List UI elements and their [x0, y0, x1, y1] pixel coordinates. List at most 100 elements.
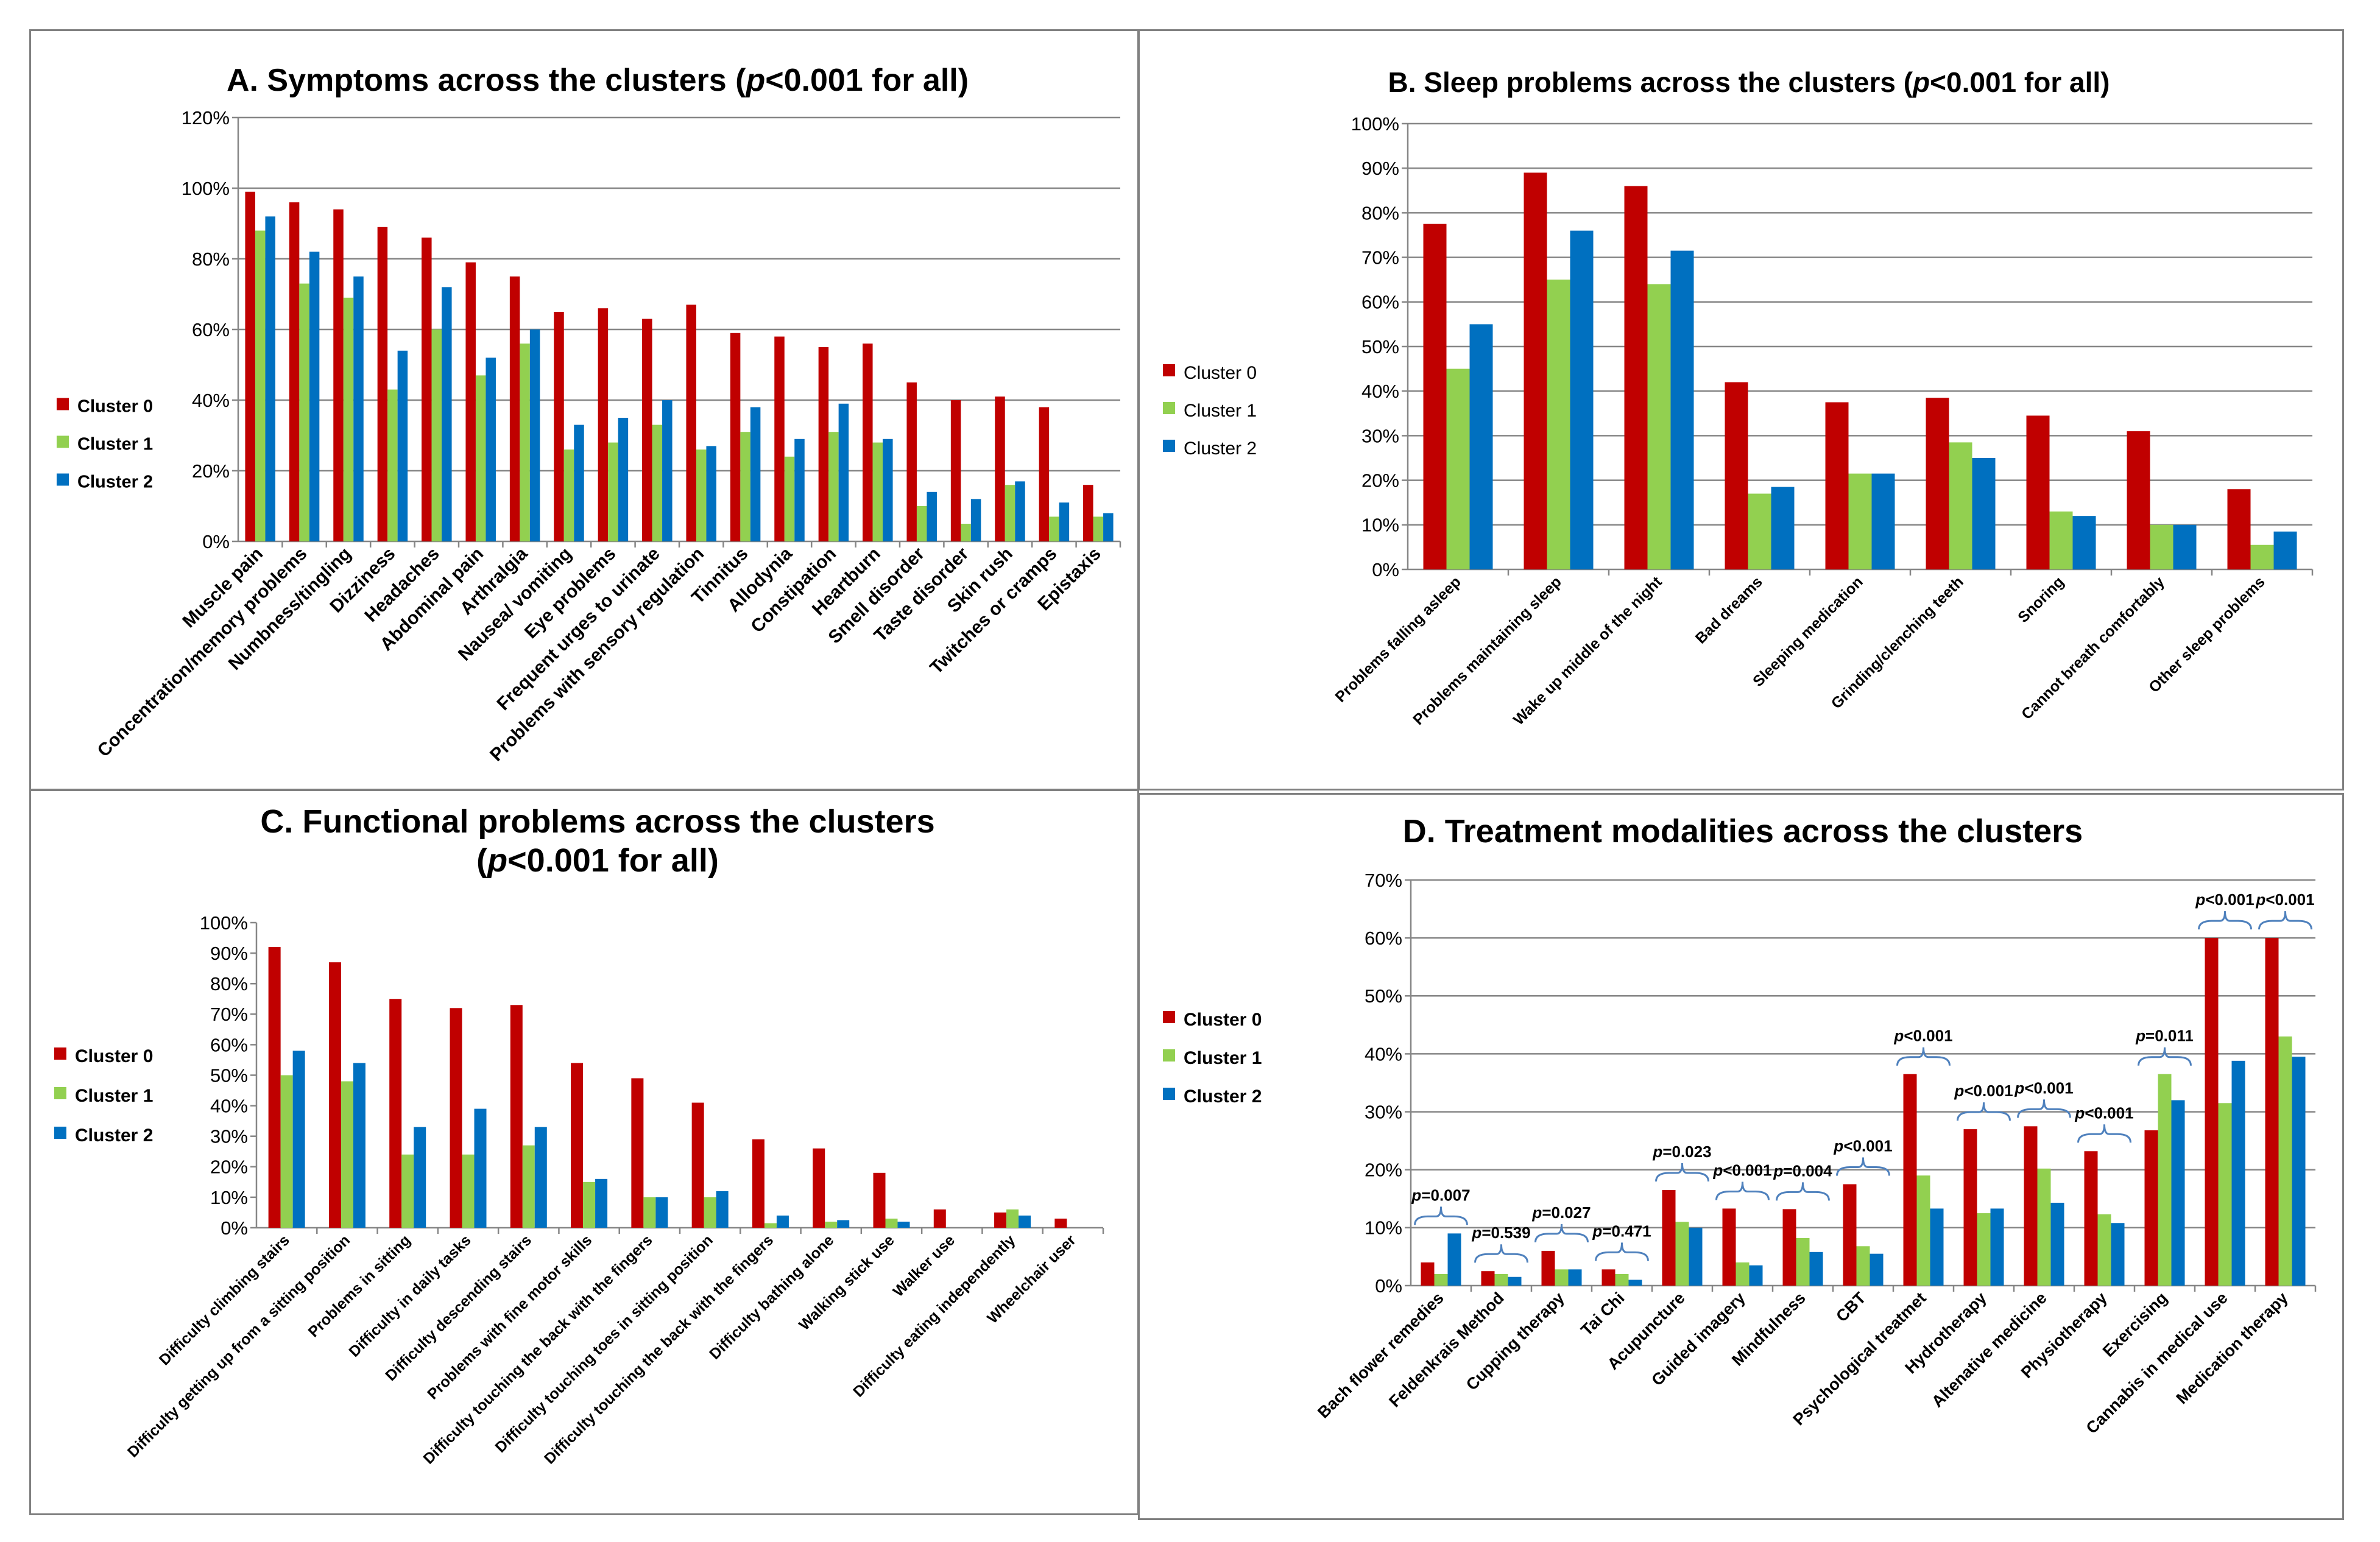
bar-cluster-0 — [863, 343, 873, 541]
bar-cluster-1 — [1848, 473, 1872, 569]
bar-cluster-1 — [740, 432, 750, 541]
title-part: ( — [476, 842, 487, 879]
bar-cluster-1 — [1615, 1273, 1629, 1286]
annotation-brace — [1534, 1223, 1589, 1243]
bar-cluster-2 — [655, 1197, 668, 1228]
legend-label: Cluster 1 — [1184, 401, 1257, 421]
bar-cluster-1 — [961, 524, 971, 541]
bar-cluster-1 — [1736, 1262, 1750, 1286]
x-category-label: Concentration/memory problems — [94, 544, 311, 761]
bar-cluster-1 — [825, 1221, 838, 1228]
bar-cluster-2 — [883, 438, 893, 541]
annotation-pvalue: p<0.001 — [1954, 1082, 2013, 1100]
annotation-p: p — [1893, 1027, 1904, 1045]
annotation-value: <0.001 — [1904, 1027, 1952, 1045]
annotation-pvalue: p=0.027 — [1531, 1203, 1591, 1222]
bar-cluster-2 — [353, 1063, 365, 1228]
y-tick-label: 50% — [1361, 336, 1399, 357]
annotation-value: =0.004 — [1783, 1161, 1832, 1180]
bar-cluster-0 — [691, 1102, 704, 1228]
chart-title: C. Functional problems across the cluste… — [260, 803, 934, 840]
legend-label: Cluster 0 — [75, 1046, 153, 1066]
y-tick-label: 30% — [210, 1126, 248, 1147]
x-category-label: CBT — [1832, 1289, 1870, 1326]
bar-cluster-2 — [1689, 1227, 1703, 1286]
bar-cluster-0 — [642, 319, 652, 541]
bar-cluster-0 — [2227, 489, 2251, 569]
chart-title-line2: (p<0.001 for all) — [476, 842, 719, 879]
annotation-value: <0.001 — [1964, 1082, 2013, 1100]
bar-cluster-0 — [1624, 186, 1648, 569]
bar-cluster-1 — [387, 389, 398, 541]
bar-cluster-0 — [1054, 1218, 1067, 1228]
annotation-p: p — [2135, 1027, 2145, 1045]
y-tick-label: 0% — [202, 531, 230, 552]
bar-cluster-2 — [292, 1051, 305, 1228]
y-tick-label: 100% — [1351, 113, 1399, 135]
title-part-italic: p — [744, 63, 765, 98]
bar-cluster-1 — [280, 1075, 293, 1228]
bar-cluster-0 — [1423, 224, 1447, 569]
bar-cluster-1 — [341, 1081, 353, 1228]
y-tick-label: 90% — [1361, 158, 1399, 179]
bar-cluster-2 — [1870, 1253, 1884, 1286]
legend-swatch — [54, 1127, 66, 1139]
bar-cluster-1 — [608, 442, 618, 541]
bar-cluster-0 — [995, 396, 1005, 541]
legend-swatch — [57, 435, 69, 448]
bar-cluster-1 — [916, 506, 927, 541]
bar-cluster-1 — [2278, 1036, 2292, 1286]
bar-cluster-2 — [662, 400, 673, 541]
bar-cluster-2 — [1570, 230, 1594, 569]
bar-cluster-1 — [1916, 1175, 1930, 1286]
bar-cluster-0 — [1843, 1184, 1857, 1286]
bar-cluster-0 — [950, 400, 961, 541]
annotation-value: =0.539 — [1481, 1223, 1530, 1242]
bar-cluster-1 — [343, 297, 354, 541]
bar-cluster-0 — [509, 276, 520, 541]
legend-label: Cluster 0 — [1184, 363, 1257, 383]
bar-cluster-1 — [2049, 511, 2073, 569]
bar-cluster-0 — [774, 336, 785, 541]
annotation-brace — [2198, 911, 2252, 930]
bar-cluster-2 — [1628, 1280, 1642, 1286]
bar-cluster-0 — [686, 305, 696, 541]
bar-cluster-0 — [906, 382, 917, 541]
annotation-pvalue: p<0.001 — [1893, 1027, 1952, 1045]
annotation-pvalue: p=0.007 — [1411, 1186, 1470, 1204]
chart-b-svg: B. Sleep problems across the clusters (p… — [1163, 66, 2314, 728]
bar-cluster-1 — [299, 283, 309, 541]
annotation-p: p — [1411, 1186, 1421, 1204]
bar-cluster-2 — [897, 1221, 910, 1228]
bar-cluster-2 — [2292, 1057, 2306, 1286]
legend-label: Cluster 0 — [1184, 1010, 1262, 1030]
y-tick-label: 70% — [210, 1004, 248, 1025]
annotation-pvalue: p=0.011 — [2135, 1027, 2194, 1045]
y-tick-label: 10% — [210, 1187, 248, 1208]
annotation-pvalue: p<0.001 — [2255, 890, 2314, 909]
annotation-p: p — [1833, 1137, 1843, 1155]
y-tick-label: 30% — [1361, 425, 1399, 446]
bar-cluster-0 — [422, 238, 432, 541]
bar-cluster-0 — [818, 347, 829, 541]
x-category-label: Snoring — [2015, 573, 2067, 626]
bar-cluster-1 — [1005, 485, 1015, 541]
annotation-pvalue: p=0.539 — [1471, 1223, 1530, 1242]
x-category-label: Altenative medicine — [1928, 1289, 2050, 1411]
annotation-p: p — [1773, 1161, 1783, 1180]
x-category-label: Feldenkrais Method — [1385, 1289, 1507, 1410]
bar-cluster-1 — [462, 1154, 475, 1228]
annotation-value: =0.471 — [1602, 1222, 1651, 1240]
annotation-p: p — [2255, 890, 2265, 909]
legend-label: Cluster 2 — [1184, 438, 1257, 459]
bar-cluster-1 — [784, 456, 795, 541]
legend-label: Cluster 0 — [77, 397, 153, 417]
chart-panel-c: C. Functional problems across the cluste… — [29, 789, 1139, 1515]
chart-panel-a: A. Symptoms across the clusters (p<0.001… — [29, 29, 1139, 790]
bar-cluster-2 — [1508, 1276, 1522, 1286]
bar-cluster-1 — [828, 432, 839, 541]
annotation-brace — [2138, 1047, 2192, 1066]
y-tick-label: 80% — [1361, 202, 1399, 224]
bar-cluster-0 — [598, 308, 609, 541]
bar-cluster-1 — [255, 230, 266, 541]
